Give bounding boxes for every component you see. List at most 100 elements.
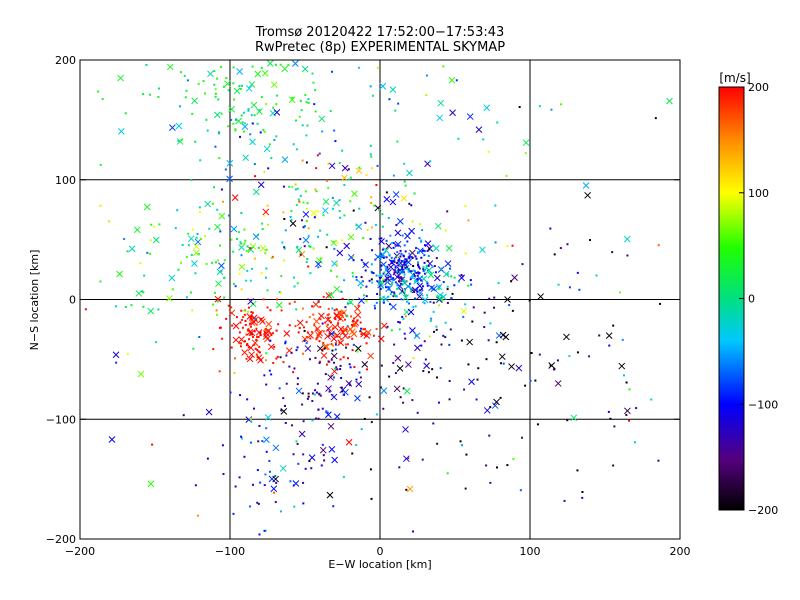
point-marker <box>266 306 269 309</box>
point-marker <box>432 422 435 425</box>
point-marker <box>296 377 299 380</box>
point-marker <box>657 459 660 462</box>
point-marker <box>280 292 283 295</box>
x-marker <box>341 164 349 172</box>
point-marker <box>234 128 237 131</box>
x-marker <box>449 109 456 117</box>
point-marker <box>563 499 566 502</box>
point-marker <box>312 248 315 251</box>
point-marker <box>351 324 354 327</box>
point-marker <box>437 401 440 404</box>
point-marker <box>299 238 302 241</box>
point-marker <box>307 227 310 230</box>
point-marker <box>429 319 432 322</box>
point-marker <box>578 288 581 291</box>
point-marker <box>327 307 330 310</box>
point-marker <box>524 384 527 387</box>
point-marker <box>251 65 254 68</box>
point-marker <box>238 476 241 479</box>
point-marker <box>360 327 363 330</box>
point-marker <box>296 383 299 386</box>
point-marker <box>439 367 442 370</box>
point-marker <box>212 303 215 306</box>
x-marker <box>330 239 338 247</box>
point-marker <box>240 288 243 291</box>
point-marker <box>457 280 460 283</box>
point-marker <box>280 309 283 312</box>
x-marker <box>331 260 338 267</box>
point-marker <box>417 265 420 268</box>
point-marker <box>423 340 426 343</box>
point-marker <box>353 325 356 328</box>
point-marker <box>268 369 271 372</box>
point-marker <box>549 364 552 367</box>
point-marker <box>444 229 447 232</box>
point-marker <box>400 298 403 301</box>
point-marker <box>494 241 497 244</box>
x-marker <box>266 60 274 67</box>
point-marker <box>401 268 404 271</box>
point-marker <box>375 184 378 187</box>
point-marker <box>392 242 395 245</box>
point-marker <box>406 267 409 270</box>
point-marker <box>608 344 611 347</box>
x-marker <box>193 249 200 257</box>
x-marker <box>304 345 312 352</box>
point-marker <box>298 115 301 118</box>
point-marker <box>524 152 527 155</box>
point-marker <box>283 259 286 262</box>
point-marker <box>370 201 373 204</box>
point-marker <box>357 304 360 307</box>
point-marker <box>253 330 256 333</box>
point-marker <box>404 184 407 187</box>
x-marker <box>256 108 263 115</box>
point-marker <box>405 488 408 491</box>
point-marker <box>227 214 230 217</box>
point-marker <box>328 332 331 335</box>
x-marker <box>333 413 341 420</box>
point-marker <box>349 384 352 387</box>
x-marker <box>175 122 183 130</box>
point-marker <box>288 185 291 188</box>
point-marker <box>654 117 657 120</box>
point-marker <box>417 271 420 274</box>
point-marker <box>374 224 377 227</box>
point-marker <box>485 464 488 467</box>
point-marker <box>418 251 421 254</box>
point-marker <box>295 308 298 311</box>
x-marker <box>298 250 306 258</box>
point-marker <box>375 413 378 416</box>
x-marker <box>295 246 303 254</box>
x-marker <box>117 128 125 135</box>
point-marker <box>194 484 197 487</box>
point-marker <box>311 72 314 75</box>
point-marker <box>245 333 248 336</box>
x-marker <box>143 203 151 211</box>
point-marker <box>240 84 243 87</box>
point-marker <box>245 344 248 347</box>
x-marker <box>479 246 486 254</box>
point-marker <box>405 261 408 264</box>
x-marker <box>515 364 523 372</box>
y-tick-label: 0 <box>69 294 76 307</box>
point-marker <box>402 289 405 292</box>
point-marker <box>448 398 451 401</box>
point-marker <box>423 302 426 305</box>
point-marker <box>382 272 385 275</box>
point-marker <box>410 290 413 293</box>
point-marker <box>442 281 445 284</box>
x-marker <box>491 402 499 409</box>
point-marker <box>373 304 376 307</box>
point-marker <box>309 337 312 340</box>
point-marker <box>390 241 393 244</box>
point-marker <box>340 376 343 379</box>
x-marker <box>433 274 441 282</box>
x-marker <box>413 277 421 285</box>
point-marker <box>403 261 406 264</box>
point-marker <box>333 129 336 132</box>
point-marker <box>310 467 313 470</box>
point-marker <box>280 275 283 278</box>
point-marker <box>381 286 384 289</box>
point-marker <box>295 440 298 443</box>
x-marker <box>270 485 278 493</box>
